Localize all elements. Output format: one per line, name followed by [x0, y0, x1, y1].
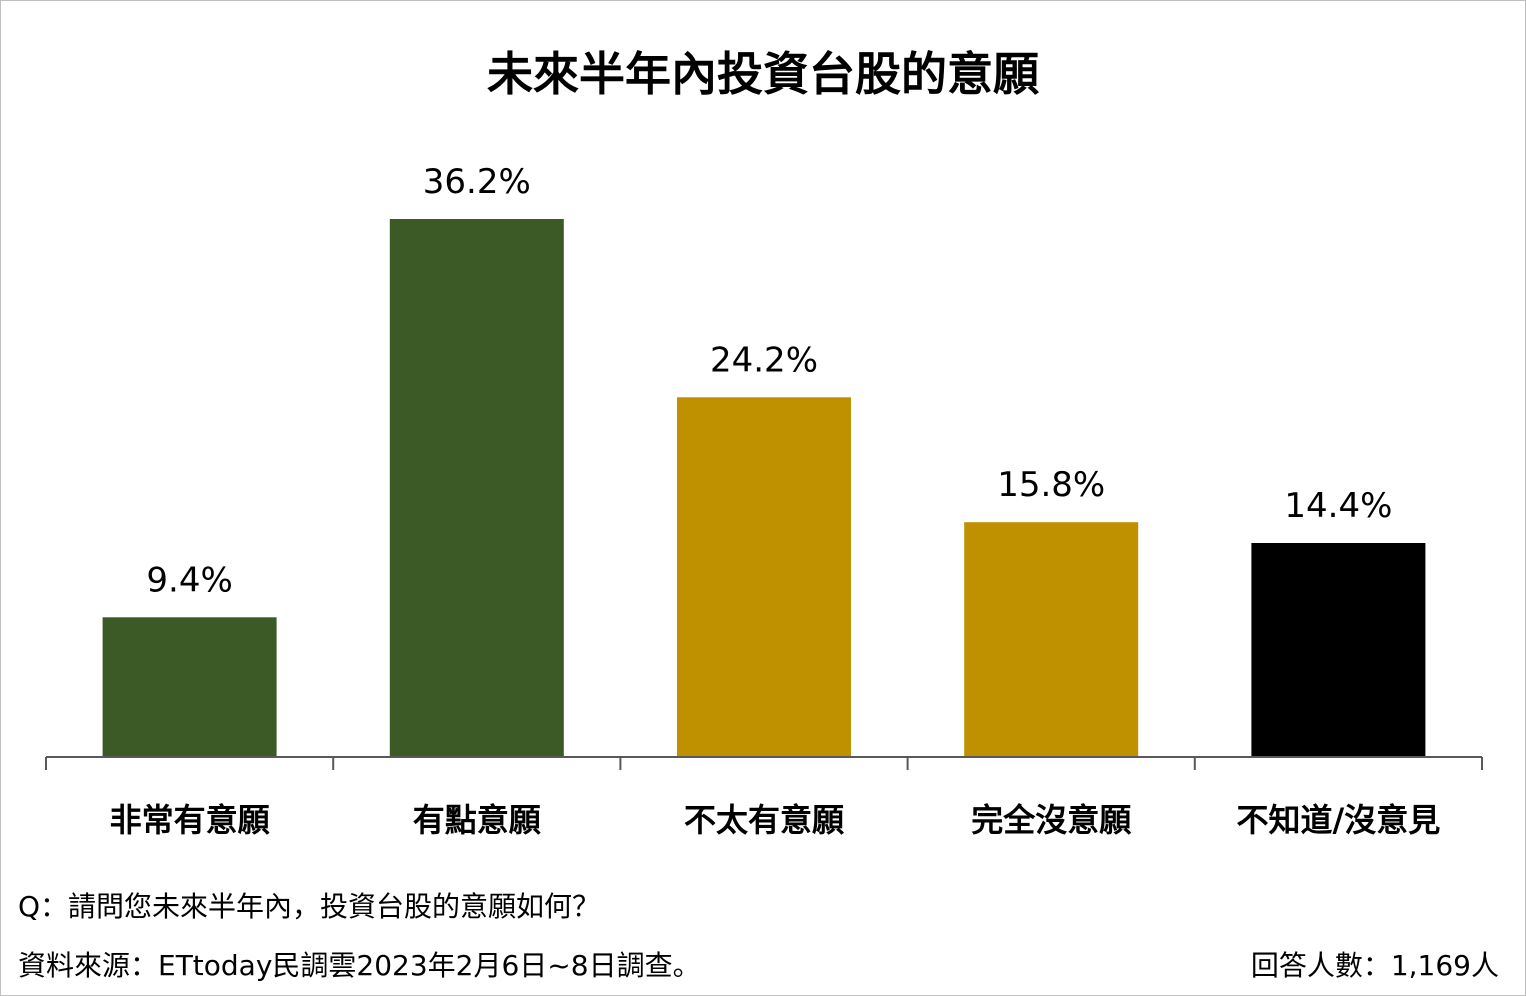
category-label-5: 不知道/沒意見 [1237, 801, 1441, 839]
category-label-4: 完全沒意願 [971, 801, 1131, 839]
category-label-2: 有點意願 [413, 801, 541, 839]
bars-layer [102, 219, 1426, 757]
value-label-3: 24.2% [710, 340, 818, 380]
category-label-3: 不太有意願 [684, 801, 844, 839]
bar-1 [102, 617, 277, 757]
bar-3 [677, 397, 851, 757]
bar-2 [389, 219, 564, 757]
chart-title: 未來半年內投資台股的意願 [487, 47, 1039, 101]
labels-layer: 9.4% 非常有意願 36.2% 有點意願 24.2% 不太有意願 15.8% 完全沒意願 14… [110, 162, 1441, 839]
value-label-1: 9.4% [146, 560, 232, 600]
category-label-1: 非常有意願 [110, 801, 270, 839]
value-label-5: 14.4% [1284, 486, 1392, 526]
bar-4 [964, 522, 1139, 757]
x-axis [45, 756, 1483, 770]
survey-question: Q：請問您未來半年內，投資台股的意願如何？ [18, 890, 601, 923]
respondent-count: 回答人數：1,169人 [1250, 949, 1499, 982]
value-label-2: 36.2% [423, 162, 531, 202]
data-source: 資料來源：ETtoday民調雲2023年2月6日~8日調查。 [18, 949, 701, 982]
value-label-4: 15.8% [997, 465, 1105, 505]
bar-5 [1251, 543, 1426, 757]
